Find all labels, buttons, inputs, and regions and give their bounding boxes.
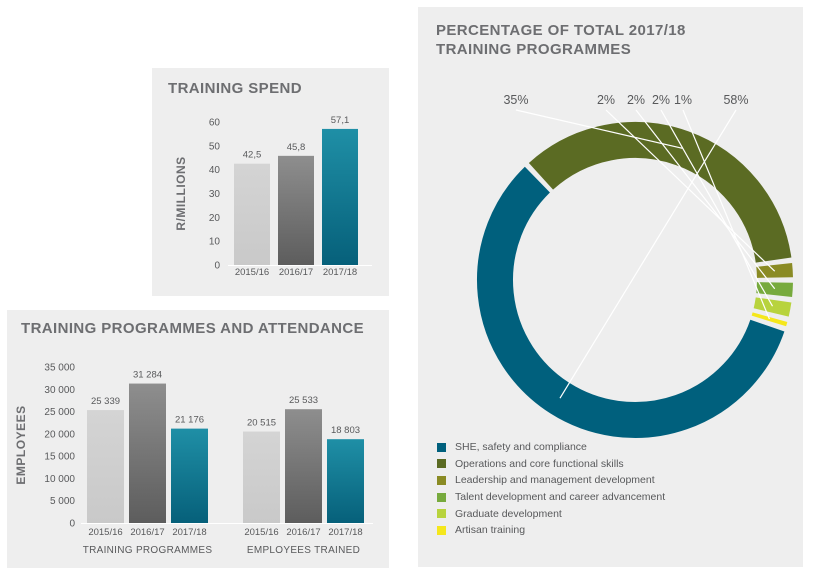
slice-label: 35% xyxy=(503,93,528,107)
x-tick-label: 2015/16 xyxy=(235,267,269,278)
leader-line xyxy=(559,109,737,399)
slice-label: 2% xyxy=(627,93,645,107)
legend-label: Talent development and career advancemen… xyxy=(455,491,666,504)
leader-line xyxy=(605,109,776,272)
x-tick-label: 2015/16 xyxy=(88,527,122,538)
group-label: EMPLOYEES TRAINED xyxy=(247,545,360,556)
donut-panel: PERCENTAGE OF TOTAL 2017/18 TRAINING PRO… xyxy=(418,7,803,567)
y-tick-label: 30 000 xyxy=(44,385,75,396)
y-axis-label: EMPLOYEES xyxy=(14,405,28,484)
y-tick-label: 0 xyxy=(69,519,75,530)
slice-label: 2% xyxy=(597,93,615,107)
legend-label: Operations and core functional skills xyxy=(455,457,624,470)
legend-swatch xyxy=(437,475,446,485)
bar-2015/16 xyxy=(87,410,124,523)
y-tick-label: 5 000 xyxy=(50,496,75,507)
donut-slice xyxy=(477,166,785,438)
slice-label: 1% xyxy=(674,93,692,107)
legend-swatch xyxy=(437,492,446,502)
x-tick-label: 2017/18 xyxy=(172,527,206,538)
y-tick-label: 50 xyxy=(209,141,221,152)
legend-item: Operations and core functional skills xyxy=(437,456,665,473)
bar-2017/18 xyxy=(327,439,364,523)
legend-item: Graduate development xyxy=(437,505,665,522)
bar-value-label: 25 339 xyxy=(91,396,120,407)
x-tick-label: 2017/18 xyxy=(323,267,357,278)
y-tick-label: 40 xyxy=(209,165,221,176)
leader-line xyxy=(682,109,770,320)
y-tick-label: 10 000 xyxy=(44,474,75,485)
bar-2017/18 xyxy=(171,428,208,523)
bar-value-label: 25 533 xyxy=(289,395,318,406)
leader-line xyxy=(635,109,776,290)
bar-2015/16 xyxy=(243,431,280,523)
leader-line xyxy=(515,109,683,149)
y-tick-label: 20 xyxy=(209,213,221,224)
bar-value-label: 31 284 xyxy=(133,370,162,381)
x-tick-label: 2016/17 xyxy=(130,527,164,538)
y-tick-label: 0 xyxy=(214,261,220,272)
bar-value-label: 18 803 xyxy=(331,425,360,436)
y-tick-label: 35 000 xyxy=(44,363,75,374)
y-tick-label: 25 000 xyxy=(44,407,75,418)
bar-value-label: 45,8 xyxy=(287,142,306,153)
bar-value-label: 21 176 xyxy=(175,415,204,426)
bar-2015/16 xyxy=(234,163,270,265)
bar-2016/17 xyxy=(285,409,322,523)
legend-label: Leadership and management development xyxy=(455,474,655,487)
legend-label: Artisan training xyxy=(455,524,526,537)
donut-slice xyxy=(756,281,793,298)
x-tick-label: 2017/18 xyxy=(328,527,362,538)
legend-label: SHE, safety and compliance xyxy=(455,441,587,454)
donut-slice xyxy=(751,312,788,327)
x-tick-label: 2016/17 xyxy=(279,267,313,278)
legend-item: SHE, safety and compliance xyxy=(437,439,665,456)
legend-item: Talent development and career advancemen… xyxy=(437,489,665,506)
legend-label: Graduate development xyxy=(455,507,562,520)
y-tick-label: 30 xyxy=(209,189,221,200)
x-tick-label: 2015/16 xyxy=(244,527,278,538)
bar-value-label: 57,1 xyxy=(331,115,350,126)
donut-title-line2: TRAINING PROGRAMMES xyxy=(436,41,632,58)
donut-title-line1: PERCENTAGE OF TOTAL 2017/18 xyxy=(436,22,686,39)
y-tick-label: 10 xyxy=(209,237,221,248)
programmes-title: TRAINING PROGRAMMES AND ATTENDANCE xyxy=(21,320,365,337)
y-axis-label: R/MILLIONS xyxy=(174,156,188,230)
donut-chart: 35% 2% 2% 2% 1% 58% xyxy=(477,93,793,438)
legend-swatch xyxy=(437,525,446,535)
donut-slice xyxy=(756,262,793,279)
slice-label: 58% xyxy=(723,93,748,107)
slice-label: 2% xyxy=(652,93,670,107)
x-tick-label: 2016/17 xyxy=(286,527,320,538)
donut-legend: SHE, safety and compliance Operations and… xyxy=(437,439,665,539)
group-label: TRAINING PROGRAMMES xyxy=(83,545,213,556)
bar-2016/17 xyxy=(129,383,166,523)
y-tick-label: 60 xyxy=(209,118,221,129)
legend-swatch xyxy=(437,442,446,452)
legend-swatch xyxy=(437,459,446,469)
legend-item: Leadership and management development xyxy=(437,472,665,489)
training-spend-title: TRAINING SPEND xyxy=(168,80,302,97)
training-spend-chart: R/MILLIONS 0 10 20 30 40 50 60 42,5 2015/16 45,8 20… xyxy=(174,115,372,278)
programmes-panel: TRAINING PROGRAMMES AND ATTENDANCE EMPLO… xyxy=(7,310,389,568)
bar-2016/17 xyxy=(278,155,314,265)
bar-value-label: 42,5 xyxy=(243,150,262,161)
bar-2017/18 xyxy=(322,128,358,265)
y-tick-label: 15 000 xyxy=(44,452,75,463)
bar-value-label: 20 515 xyxy=(247,418,276,429)
legend-swatch xyxy=(437,509,446,519)
programmes-chart: EMPLOYEES 0 5 000 10 000 15 000 20 000 25 000 3… xyxy=(14,363,373,556)
training-spend-panel: TRAINING SPEND R/MILLIONS 0 10 20 30 40 50 60 42… xyxy=(152,68,389,296)
legend-item: Artisan training xyxy=(437,522,665,539)
leader-line xyxy=(660,109,774,307)
donut-slice xyxy=(753,297,792,317)
y-tick-label: 20 000 xyxy=(44,429,75,440)
